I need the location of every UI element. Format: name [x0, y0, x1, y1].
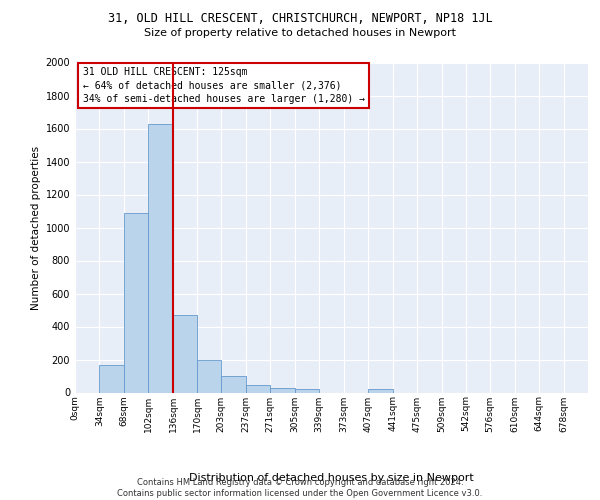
- Bar: [148, 124, 173, 392]
- Bar: [246, 385, 270, 392]
- Text: 31 OLD HILL CRESCENT: 125sqm
← 64% of detached houses are smaller (2,376)
34% of: 31 OLD HILL CRESCENT: 125sqm ← 64% of de…: [83, 68, 365, 104]
- Text: Contains HM Land Registry data © Crown copyright and database right 2024.
Contai: Contains HM Land Registry data © Crown c…: [118, 478, 482, 498]
- Bar: [100, 366, 124, 392]
- Bar: [124, 212, 148, 392]
- Text: 31, OLD HILL CRESCENT, CHRISTCHURCH, NEWPORT, NP18 1JL: 31, OLD HILL CRESCENT, CHRISTCHURCH, NEW…: [107, 12, 493, 26]
- Bar: [295, 389, 319, 392]
- Bar: [197, 360, 221, 392]
- Bar: [221, 376, 246, 392]
- X-axis label: Distribution of detached houses by size in Newport: Distribution of detached houses by size …: [189, 474, 474, 484]
- Text: Size of property relative to detached houses in Newport: Size of property relative to detached ho…: [144, 28, 456, 38]
- Bar: [368, 389, 393, 392]
- Y-axis label: Number of detached properties: Number of detached properties: [31, 146, 41, 310]
- Bar: [270, 388, 295, 392]
- Bar: [173, 315, 197, 392]
